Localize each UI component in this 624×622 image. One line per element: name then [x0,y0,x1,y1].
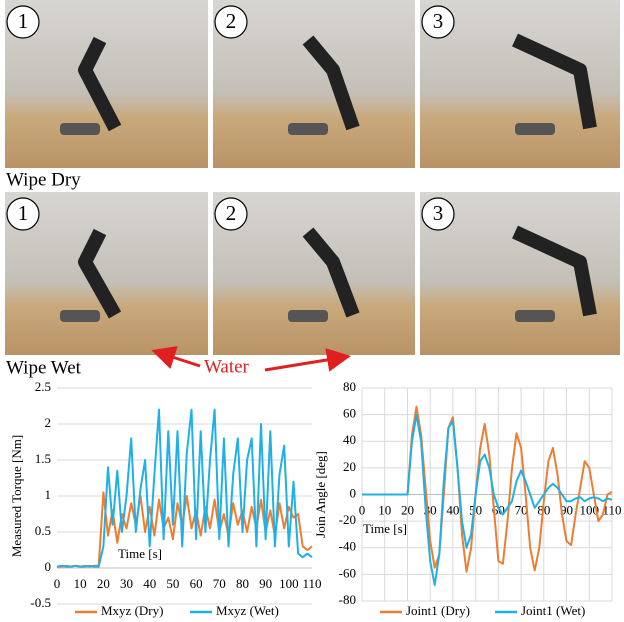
y-tick-label: 1.5 [35,451,51,466]
x-tick-label: 60 [190,576,203,591]
y-tick-label: 0.5 [35,523,51,538]
x-tick-label: 10 [74,576,87,591]
y-tick-label: 80 [343,379,356,394]
x-tick-label: 80 [236,576,249,591]
robot-base [60,310,100,322]
figure: 123123 Wipe Dry Wipe Wet Water -0.500.51… [0,0,624,622]
y-tick-label: -40 [339,539,356,554]
x-tick-label: 110 [302,576,321,591]
legend-label: Joint1 (Dry) [406,603,470,618]
row-label: Wipe Wet [6,357,82,378]
y-tick-label: 20 [343,459,356,474]
robot-base [515,123,555,135]
robot-base [288,310,328,322]
y-tick-label: 1 [45,487,52,502]
y-tick-label: 0 [45,559,52,574]
series-line [362,407,612,572]
legend-label: Mxyz (Dry) [101,603,163,618]
arrow [265,357,345,370]
y-tick-label: -80 [339,592,356,607]
y-tick-label: 40 [343,432,356,447]
step-number: 3 [433,9,444,33]
x-axis-label: Time [s] [118,546,162,561]
series-line [57,410,312,567]
x-tick-label: 0 [54,576,61,591]
x-axis-label: Time [s] [363,521,407,536]
y-tick-label: 2 [45,415,52,430]
step-number: 2 [226,201,237,225]
y-tick-label: 60 [343,406,356,421]
x-tick-label: 100 [279,576,299,591]
legend-label: Joint1 (Wet) [521,603,585,618]
robot-base [60,123,100,135]
step-number: 1 [18,201,29,225]
legend-label: Mxyz (Wet) [216,603,279,618]
y-tick-label: 2.5 [35,379,51,394]
step-number: 3 [433,201,444,225]
x-tick-label: 0 [359,502,366,517]
y-tick-label: -60 [339,565,356,580]
y-axis-label: Join Angle [deg] [313,451,328,538]
x-tick-label: 40 [446,502,459,517]
y-tick-label: -0.5 [30,595,51,610]
x-tick-label: 50 [166,576,179,591]
step-number: 1 [18,9,29,33]
step-number: 2 [226,9,237,33]
robot-base [515,310,555,322]
annotation: Water [204,356,250,377]
row-label: Wipe Dry [6,169,81,190]
x-tick-label: 90 [259,576,272,591]
x-tick-label: 10 [378,502,391,517]
x-tick-label: 30 [120,576,133,591]
y-tick-label: -20 [339,512,356,527]
x-tick-label: 20 [401,502,414,517]
y-axis-label: Measured Torque [Nm] [9,435,24,557]
x-tick-label: 40 [143,576,156,591]
x-tick-label: 70 [213,576,226,591]
x-tick-label: 20 [97,576,110,591]
y-tick-label: 0 [350,485,357,500]
robot-base [288,123,328,135]
